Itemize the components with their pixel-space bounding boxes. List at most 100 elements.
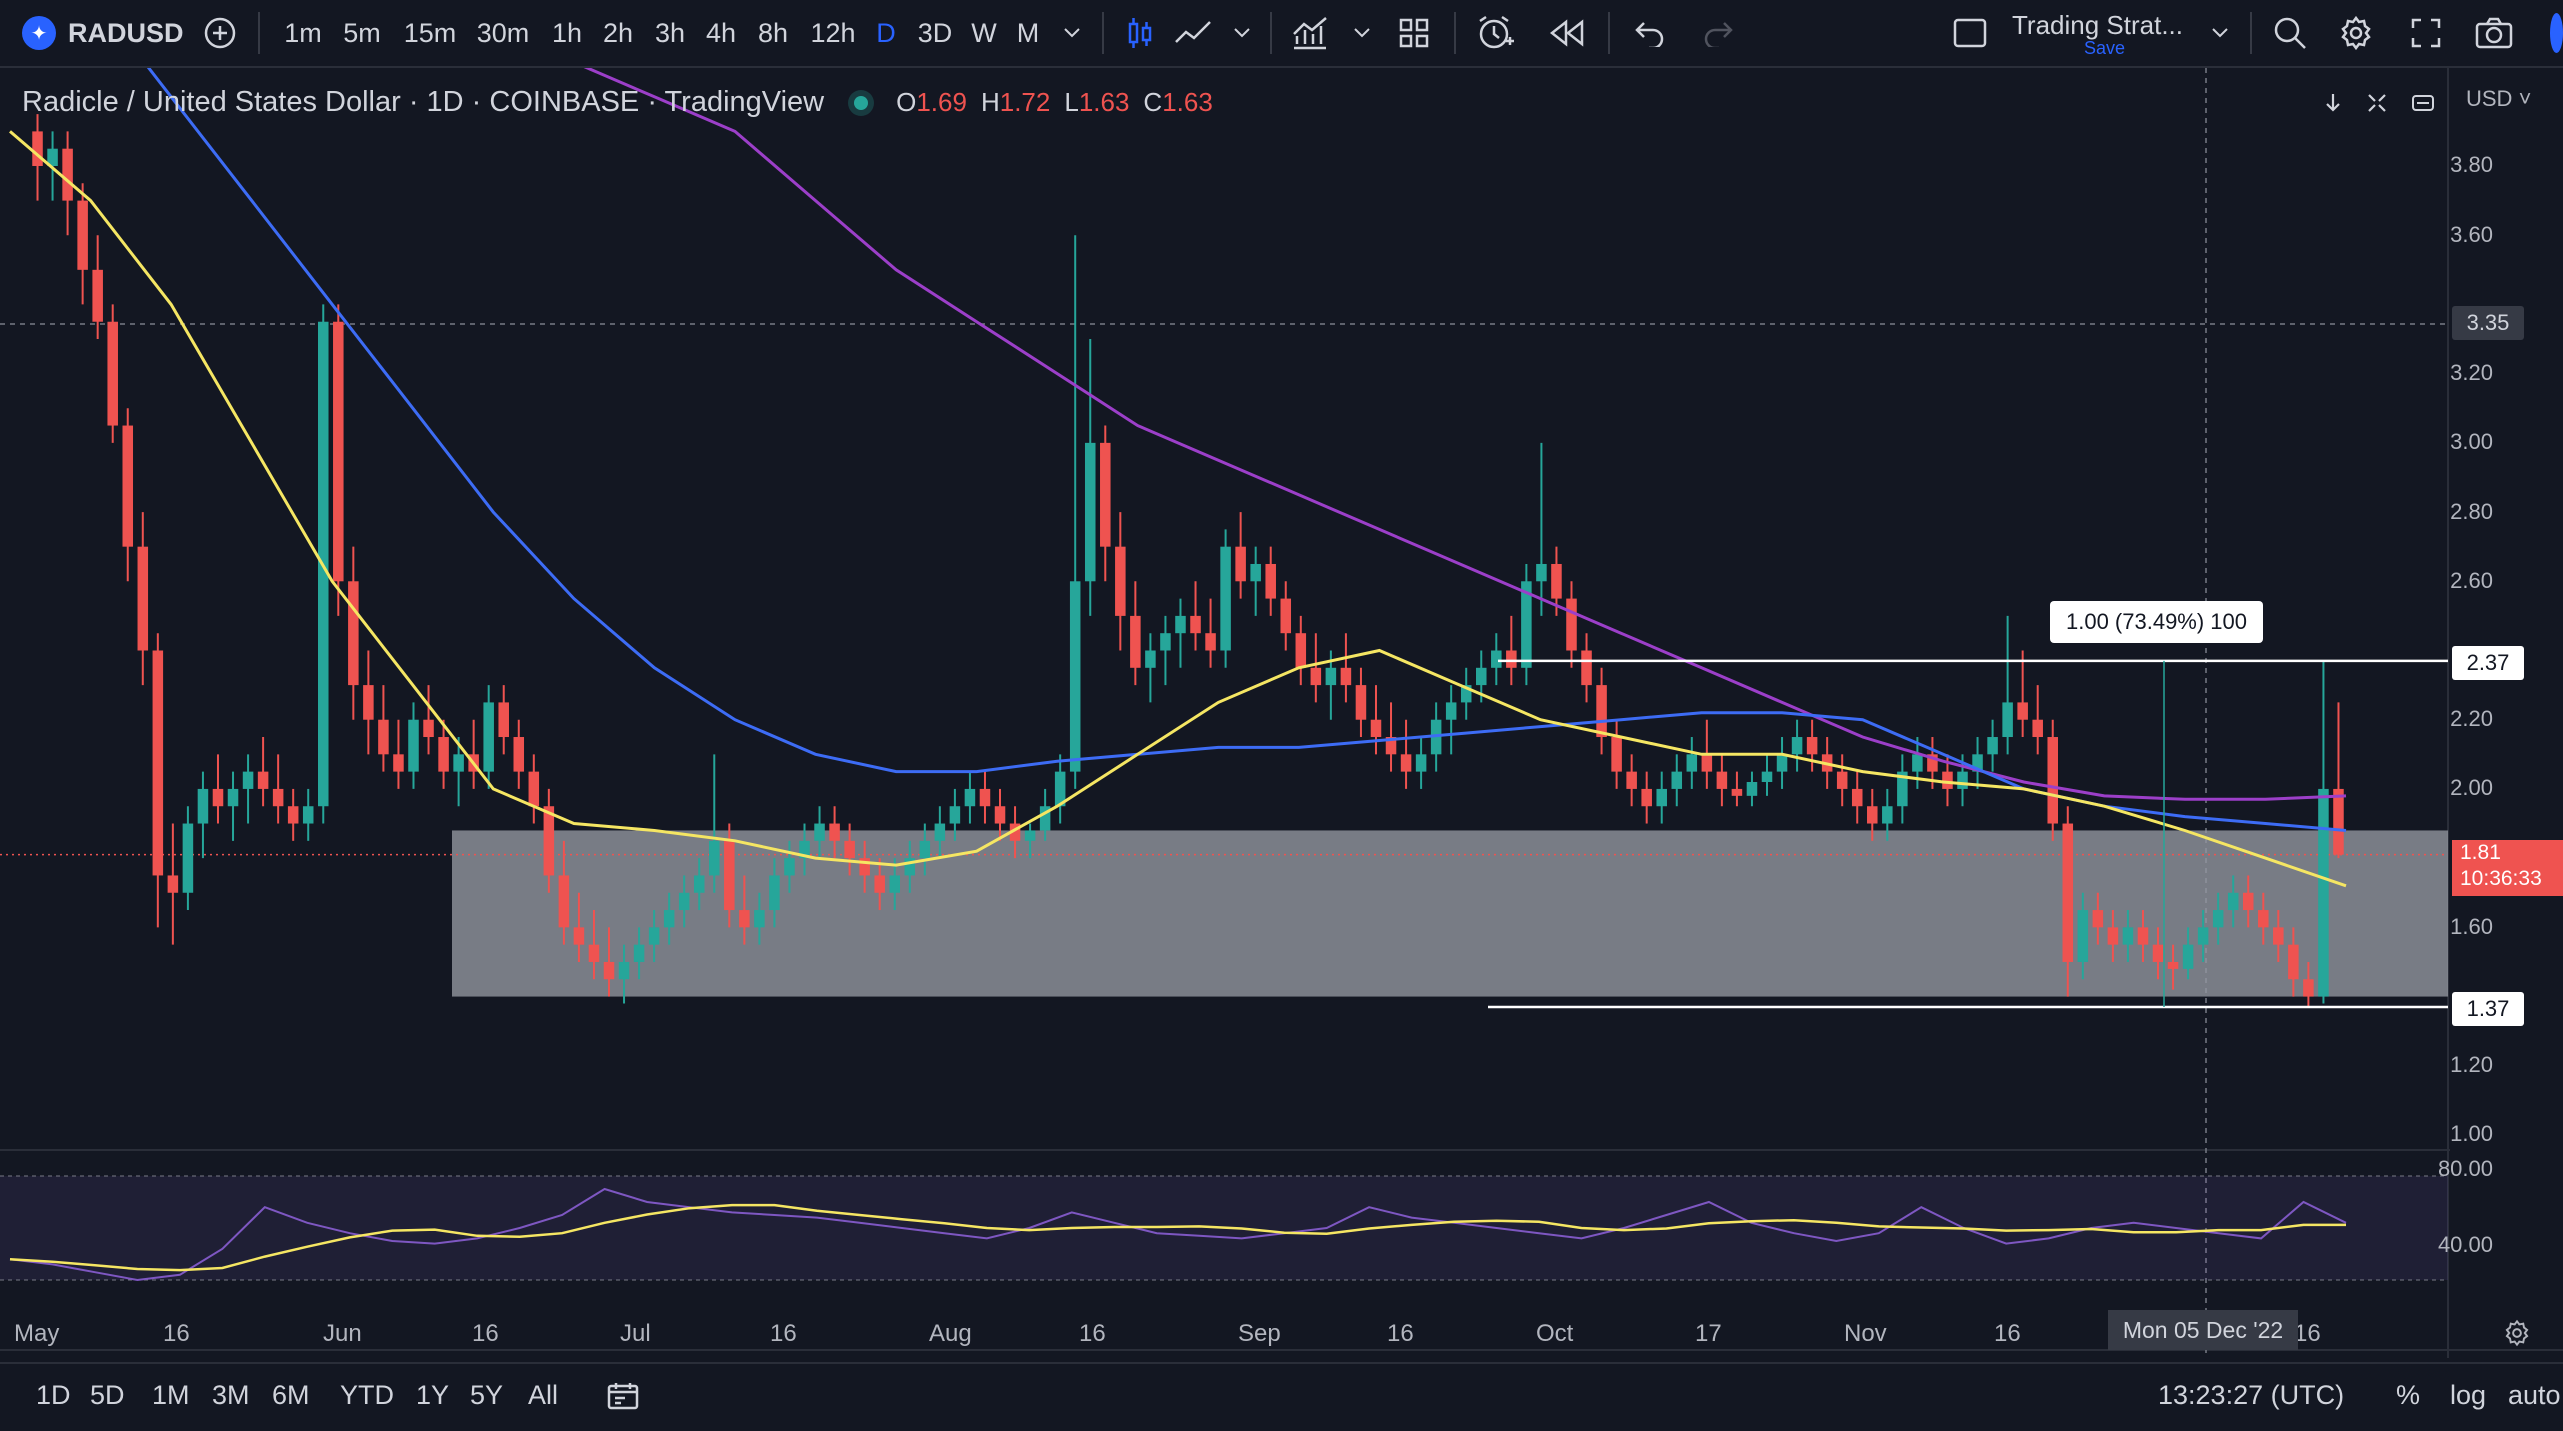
candle-body xyxy=(1370,719,1382,738)
candle-body xyxy=(1867,806,1878,824)
candle-body xyxy=(2122,927,2134,945)
layout-name[interactable]: Trading Strat... xyxy=(2012,10,2183,40)
undo-icon[interactable] xyxy=(1626,0,1674,66)
templates-grid-icon[interactable] xyxy=(1392,0,1436,66)
candle-body xyxy=(1445,702,1457,720)
interval-d[interactable]: D xyxy=(876,17,896,48)
range-3m[interactable]: 3M xyxy=(212,1380,250,1410)
candle-body xyxy=(2017,702,2028,720)
time-tick-label: Jun xyxy=(323,1320,362,1347)
alert-icon[interactable] xyxy=(1472,0,1520,66)
date-range-icon[interactable] xyxy=(606,1362,640,1429)
candle-body xyxy=(393,754,404,772)
market-status-icon[interactable] xyxy=(854,95,869,110)
compare-symbol-button[interactable] xyxy=(200,0,240,66)
search-icon[interactable] xyxy=(2268,0,2312,66)
candle-body xyxy=(47,148,58,166)
range-5y[interactable]: 5Y xyxy=(470,1380,504,1410)
interval-8h[interactable]: 8h xyxy=(757,17,789,48)
layout-save-link[interactable]: Save xyxy=(2084,38,2126,58)
interval-3h[interactable]: 3h xyxy=(654,17,686,48)
interval-m[interactable]: M xyxy=(1016,17,1040,48)
layout-dropdown-icon[interactable] xyxy=(2208,0,2232,66)
candle-body xyxy=(724,840,735,911)
percent-scale-toggle[interactable]: % xyxy=(2396,1380,2421,1410)
symbol-search-button[interactable]: ✦ RADUSD xyxy=(22,14,184,52)
range-all[interactable]: All xyxy=(528,1380,559,1410)
chart-canvas[interactable] xyxy=(0,68,2563,1358)
interval-12h[interactable]: 12h xyxy=(810,17,856,48)
indicators-dropdown-icon[interactable] xyxy=(1350,0,1374,66)
candle-body xyxy=(964,788,976,807)
interval-4h[interactable]: 4h xyxy=(705,17,737,48)
range-6m[interactable]: 6M xyxy=(272,1380,310,1410)
layout-checkbox-icon[interactable] xyxy=(1948,0,1992,66)
interval-2h[interactable]: 2h xyxy=(602,17,634,48)
measure-label: 1.00 (73.49%) 100 xyxy=(2050,601,2264,643)
interval-5m[interactable]: 5m xyxy=(343,17,381,48)
utc-clock[interactable]: 13:23:27 (UTC) xyxy=(2158,1380,2345,1410)
time-tick-label: Nov xyxy=(1844,1320,1887,1347)
interval-30m[interactable]: 30m xyxy=(476,17,530,48)
price-tick-label: 3.00 xyxy=(2450,429,2493,454)
candle-body xyxy=(92,269,103,322)
candle-body xyxy=(2137,927,2149,945)
range-ytd[interactable]: YTD xyxy=(340,1380,394,1410)
collapse-arrow-icon[interactable] xyxy=(2318,88,2348,118)
candle-body xyxy=(2032,719,2043,738)
refresh-icon[interactable] xyxy=(2408,88,2438,118)
redo-icon[interactable] xyxy=(1694,0,1742,66)
range-5d[interactable]: 5D xyxy=(90,1380,125,1410)
candle-body xyxy=(242,771,254,789)
candle-body xyxy=(182,823,194,893)
candle-body xyxy=(1716,771,1728,789)
candle-body xyxy=(1145,650,1156,668)
candle-body xyxy=(678,892,690,911)
replay-icon[interactable] xyxy=(1542,0,1590,66)
interval-15m[interactable]: 15m xyxy=(403,17,457,48)
candle-body xyxy=(1355,685,1367,720)
interval-w[interactable]: W xyxy=(971,17,997,48)
candle-body xyxy=(2303,979,2314,997)
chart-pane[interactable] xyxy=(0,68,2563,1358)
indicator-line-icon[interactable] xyxy=(1172,0,1216,66)
series-title[interactable]: Radicle / United States Dollar · 1D · CO… xyxy=(22,86,825,118)
camera-icon[interactable] xyxy=(2472,0,2516,66)
indicators-icon[interactable] xyxy=(1288,0,1332,66)
candle-body xyxy=(979,788,991,807)
line-dropdown-icon[interactable] xyxy=(1230,0,1254,66)
candle-body xyxy=(1100,442,1111,547)
candle-body xyxy=(453,754,464,772)
range-1y[interactable]: 1Y xyxy=(416,1380,450,1410)
range-1d[interactable]: 1D xyxy=(36,1380,71,1410)
candle-body xyxy=(633,944,645,962)
time-tick-label: Jul xyxy=(620,1320,651,1347)
candle-body xyxy=(829,823,840,841)
candle-body xyxy=(934,823,946,841)
time-axis-settings-icon[interactable] xyxy=(2500,1316,2534,1350)
candle-body xyxy=(558,875,570,928)
candles-chart-type-icon[interactable] xyxy=(1120,0,1160,66)
candle-body xyxy=(1024,830,1036,841)
candle-body xyxy=(137,546,149,651)
close-value: 1.63 xyxy=(1162,87,1213,117)
publish-button[interactable] xyxy=(2536,0,2563,66)
candle-body xyxy=(799,840,810,859)
auto-scale-toggle[interactable]: auto xyxy=(2508,1380,2561,1410)
candle-body xyxy=(2047,737,2059,824)
time-tick-label: Aug xyxy=(929,1320,972,1347)
candle-body xyxy=(62,148,73,201)
currency-selector[interactable]: USD ˅ xyxy=(2466,86,2532,111)
interval-dropdown-icon[interactable] xyxy=(1060,0,1084,66)
candle-body xyxy=(1671,771,1683,789)
candle-body xyxy=(1551,563,1562,599)
interval-1h[interactable]: 1h xyxy=(551,17,583,48)
interval-3d[interactable]: 3D xyxy=(917,17,953,48)
candle-body xyxy=(1295,633,1307,668)
interval-1m[interactable]: 1m xyxy=(284,17,322,48)
log-scale-toggle[interactable]: log xyxy=(2450,1380,2487,1410)
fullscreen-icon[interactable] xyxy=(2404,0,2448,66)
range-1m[interactable]: 1M xyxy=(152,1380,190,1410)
maximize-pane-icon[interactable] xyxy=(2362,88,2392,118)
gear-icon[interactable] xyxy=(2334,0,2378,66)
